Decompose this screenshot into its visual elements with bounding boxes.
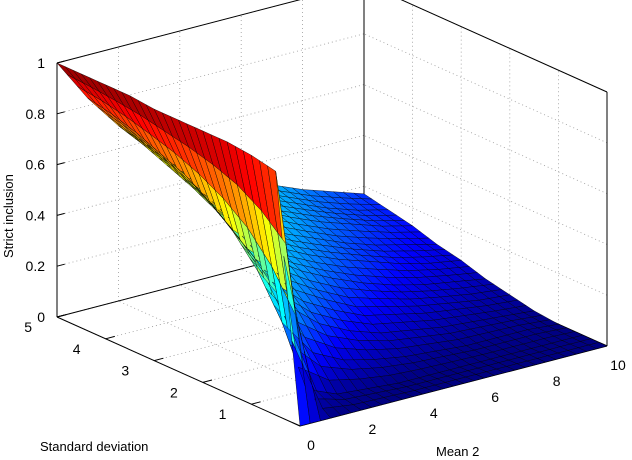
tick-mark [56,314,65,318]
box-edge [56,0,301,64]
y-tick-label: 5 [24,319,32,335]
tick-mark [56,162,65,166]
box-edge [400,0,608,93]
y-tick-label: 3 [121,363,129,379]
tick-mark [56,212,65,216]
grid-line [56,135,365,216]
surface-patch [588,342,608,349]
tick-mark [56,60,65,64]
x-tick-label: 4 [430,405,438,421]
x-tick-label: 0 [307,437,315,453]
grid-line [56,84,365,165]
tick-mark [56,111,65,115]
tick-mark [292,422,301,427]
grid-line [363,33,608,144]
tick-mark [251,401,261,405]
z-tick-label: 1 [37,55,45,71]
grid-line [363,135,608,245]
y-tick-label: 2 [170,384,178,400]
z-tick-label: 0.4 [26,207,46,223]
y-tick-label: 4 [73,341,81,357]
z-axis-label: Strict inclusion [1,174,16,258]
x-tick-label: 8 [553,373,561,389]
tick-mark [105,335,115,340]
grid-line [363,84,608,194]
grid-line [363,185,608,296]
surface [56,62,608,427]
z-tick-label: 0.8 [26,106,46,122]
x-tick-label: 10 [610,357,626,373]
y-tick-label: 1 [219,406,227,422]
x-axis-label: Mean 2 [436,444,479,459]
tick-mark [56,263,65,267]
y-axis-line [56,316,301,427]
y-axis-label: Standard deviation [40,439,148,454]
grid-line [400,0,608,93]
x-tick-label: 6 [491,389,499,405]
z-tick-label: 0 [37,309,45,325]
grid-line [56,0,301,64]
tick-mark [154,357,164,362]
tick-mark [202,379,213,383]
x-tick-label: 2 [369,421,377,437]
z-tick-label: 0.6 [26,157,46,173]
z-tick-label: 0.2 [26,258,46,274]
